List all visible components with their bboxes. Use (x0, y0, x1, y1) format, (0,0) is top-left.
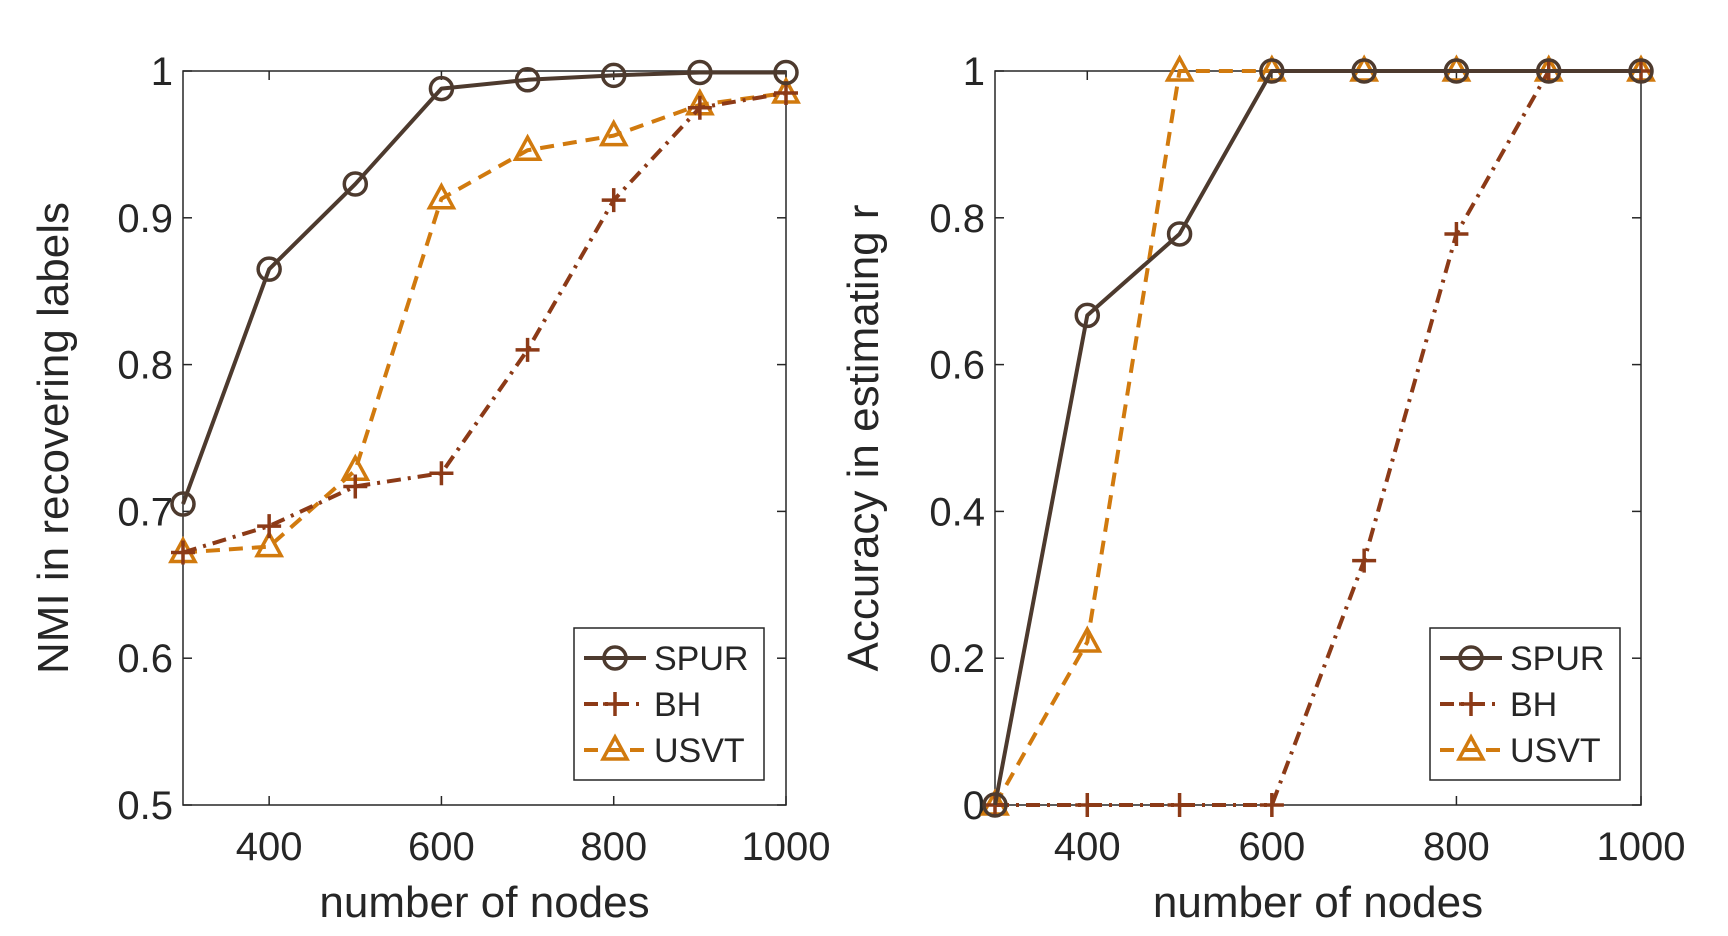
series-line (182, 91, 787, 555)
legend-marker-plus (603, 692, 627, 716)
data-point-plus (429, 461, 454, 486)
x-axis-label: number of nodes (319, 878, 649, 927)
legend-marker-circle (1458, 645, 1484, 671)
legend: SPUR BH USVT (1429, 627, 1621, 781)
series-spur (982, 58, 1654, 818)
legend-label: BH (654, 686, 701, 724)
chart-2: 0 0.2 0.4 0.6 0.8 1 400 600 800 1000 number of nod… (839, 50, 1685, 927)
data-point-plus (1167, 793, 1192, 817)
data-point-circle (687, 59, 713, 86)
data-point-plus (1259, 793, 1284, 817)
x-tick-label: 800 (580, 825, 647, 869)
legend-label: SPUR (654, 640, 748, 678)
legend-marker-triangle (600, 733, 630, 761)
legend-label: USVT (654, 732, 745, 770)
data-point-circle (1535, 58, 1562, 84)
y-tick-label: 0.4 (929, 490, 985, 534)
series-line (993, 69, 1641, 806)
data-point-plus (171, 540, 195, 565)
chart-1: 0.5 0.6 0.7 0.8 0.9 1 400 600 800 1000 number of n… (29, 50, 830, 927)
x-tick-label: 400 (236, 825, 303, 869)
legend-label: BH (1510, 686, 1557, 724)
data-point-circle (514, 67, 541, 93)
y-tick-label: 0.6 (929, 344, 985, 388)
y-tick-label: 0.7 (117, 490, 173, 534)
data-point-plus (1075, 793, 1100, 817)
y-tick-label: 0.5 (117, 784, 173, 828)
data-point-circle (773, 59, 799, 86)
data-point-circle (1351, 58, 1377, 84)
data-point-plus (1444, 221, 1469, 246)
legend-marker-circle (602, 645, 628, 671)
y-axis-label: NMI in recovering labels (29, 202, 78, 674)
data-point-circle (1166, 221, 1193, 247)
legend: SPUR BH USVT (573, 627, 765, 781)
data-point-triangle (512, 133, 543, 162)
series-spur (170, 59, 799, 517)
data-point-plus (257, 514, 282, 539)
y-tick-label: 0.2 (929, 637, 985, 681)
data-point-circle (1443, 58, 1470, 84)
data-point-circle (170, 491, 196, 517)
x-tick-label: 600 (1238, 825, 1305, 869)
legend-marker-triangle (1456, 733, 1486, 761)
data-point-plus (343, 474, 368, 499)
data-point-circle (342, 171, 369, 197)
data-point-triangle (598, 118, 629, 147)
data-point-triangle (254, 529, 285, 558)
x-tick-label: 400 (1054, 825, 1121, 869)
legend-marker-plus (1459, 692, 1483, 716)
data-point-plus (1352, 548, 1377, 573)
x-tick-label: 1000 (742, 825, 831, 869)
x-axis-label: number of nodes (1153, 878, 1483, 927)
data-point-plus (687, 95, 712, 120)
data-point-circle (428, 75, 455, 102)
data-point-circle (1074, 302, 1101, 329)
data-point-circle (982, 792, 1008, 818)
data-point-circle (1259, 58, 1285, 84)
data-point-triangle (1072, 625, 1103, 653)
legend-label: USVT (1510, 732, 1601, 770)
series-line (995, 69, 1641, 807)
series-usvt (168, 76, 801, 564)
data-point-triangle (426, 182, 457, 210)
y-tick-label: 0.6 (117, 637, 173, 681)
y-tick-label: 0 (963, 784, 985, 828)
legend-label: SPUR (1510, 640, 1604, 678)
y-tick-label: 1 (151, 50, 173, 94)
data-point-circle (256, 256, 282, 282)
series-line (182, 91, 787, 555)
series-line (181, 70, 786, 505)
x-tick-label: 600 (408, 825, 475, 869)
y-tick-label: 1 (963, 50, 985, 94)
data-point-plus (601, 188, 626, 213)
y-axis-label: Accuracy in estimating r (839, 204, 888, 671)
data-point-plus (515, 337, 540, 362)
data-point-circle (1628, 58, 1654, 84)
data-point-circle (600, 62, 627, 89)
x-tick-label: 800 (1423, 825, 1490, 869)
y-tick-label: 0.8 (929, 197, 985, 241)
x-tick-label: 1000 (1597, 825, 1686, 869)
series-bh (171, 81, 798, 565)
y-tick-label: 0.9 (117, 197, 173, 241)
data-point-triangle (1164, 54, 1195, 82)
y-tick-label: 0.8 (117, 344, 173, 388)
